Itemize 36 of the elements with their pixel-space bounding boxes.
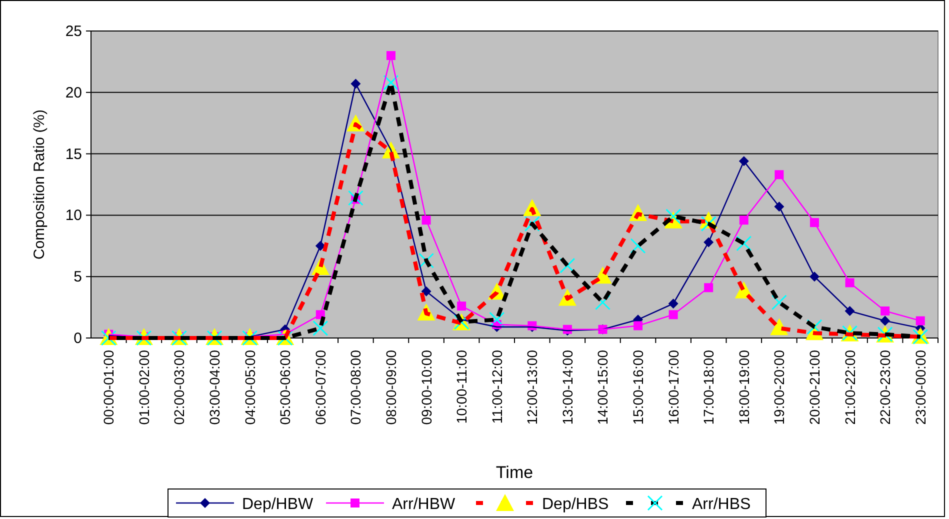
x-tick-label: 04:00-05:00 bbox=[242, 350, 258, 425]
x-tick-label: 19:00-20:00 bbox=[771, 350, 788, 425]
y-tick-label: 0 bbox=[74, 330, 82, 347]
x-tick-label: 11:00-12:00 bbox=[488, 350, 505, 424]
y-tick-label: 20 bbox=[65, 84, 82, 102]
x-tick-label: 06:00-07:00 bbox=[312, 350, 328, 425]
legend-label: Arr/HBW bbox=[392, 496, 456, 513]
x-tick-label: 07:00-08:00 bbox=[348, 350, 364, 425]
x-tick-label: 18:00-19:00 bbox=[736, 350, 752, 425]
y-tick-label: 10 bbox=[65, 207, 82, 224]
x-tick-label: 00:00-01:00 bbox=[100, 350, 117, 425]
x-tick-label: 14:00-15:00 bbox=[594, 350, 611, 425]
x-tick-label: 01:00-02:00 bbox=[136, 350, 152, 425]
x-tick-label: 12:00-13:00 bbox=[524, 350, 540, 425]
x-tick-label: 03:00-04:00 bbox=[206, 350, 223, 425]
legend-label: Arr/HBS bbox=[692, 496, 751, 513]
x-axis-title: Time bbox=[496, 463, 534, 482]
x-tick-label: 15:00-16:00 bbox=[630, 350, 646, 425]
x-tick-label: 23:00-00:00 bbox=[912, 350, 928, 425]
x-tick-label: 02:00-03:00 bbox=[171, 350, 188, 425]
y-tick-label: 25 bbox=[65, 23, 82, 40]
x-tick-label: 13:00-14:00 bbox=[559, 350, 576, 425]
x-tick-label: 17:00-18:00 bbox=[700, 350, 717, 425]
x-tick-label: 20:00-21:00 bbox=[806, 350, 822, 425]
legend-label: Dep/HBW bbox=[242, 496, 314, 513]
y-tick-label: 15 bbox=[65, 146, 82, 163]
x-tick-label: 10:00-11:00 bbox=[454, 350, 470, 424]
y-tick-label: 5 bbox=[74, 268, 82, 286]
legend-label: Dep/HBS bbox=[542, 496, 609, 513]
x-tick-label: 22:00-23:00 bbox=[877, 350, 894, 425]
x-tick-label: 21:00-22:00 bbox=[842, 350, 858, 425]
x-tick-label: 09:00-10:00 bbox=[418, 350, 434, 425]
x-tick-label: 05:00-06:00 bbox=[277, 350, 294, 425]
y-axis-title: Composition Ratio (%) bbox=[31, 109, 48, 260]
x-tick-label: 08:00-09:00 bbox=[382, 350, 399, 425]
x-tick-label: 16:00-17:00 bbox=[665, 350, 682, 425]
